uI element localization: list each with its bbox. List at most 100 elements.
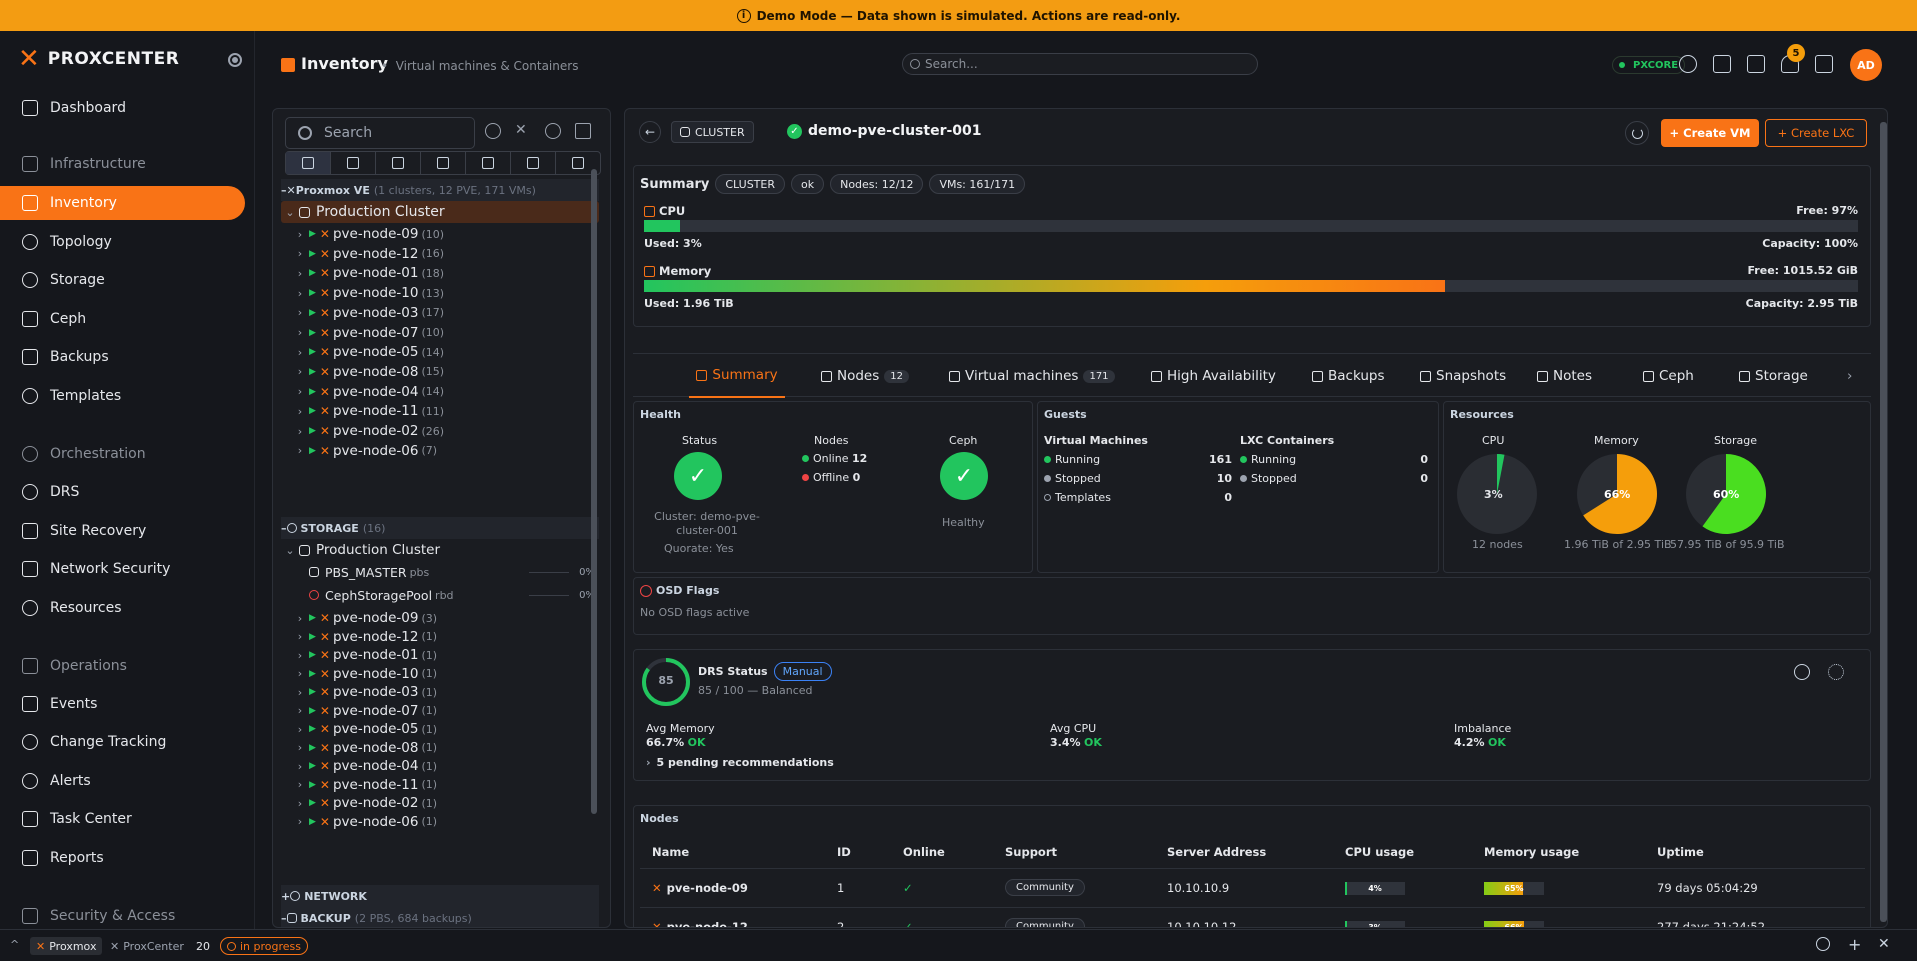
avatar[interactable]: AD [1850,49,1882,81]
in-progress-badge[interactable]: in progress [220,937,309,955]
sidebar-section-orchestration[interactable]: Orchestration [0,439,245,469]
tree-node-pve-node-08[interactable]: › ▶ ✕ pve-node-08 (15) [281,361,599,383]
sidebar-item-resources[interactable]: Resources [0,591,245,625]
sidebar-section-operations[interactable]: Operations [0,651,245,681]
drs-mode-badge[interactable]: Manual [773,662,832,681]
col-name[interactable]: Name [640,836,825,869]
sidebar-item-alerts[interactable]: Alerts [0,764,245,798]
collapse-all-icon[interactable]: ✕ [515,122,527,138]
refresh-icon[interactable] [1816,937,1830,951]
col-support[interactable]: Support [993,836,1155,869]
sidebar-item-reports[interactable]: Reports [0,841,245,875]
main-scrollbar[interactable] [1878,108,1888,928]
language-icon[interactable] [1679,55,1697,73]
create-lxc-button[interactable]: + Create LXC [1765,119,1867,147]
add-icon[interactable] [545,123,561,139]
scrollbar-thumb[interactable] [1880,122,1887,922]
pxcore-badge[interactable]: PXCORE [1612,56,1686,74]
col-server-address[interactable]: Server Address [1155,836,1333,869]
tree-storage-node-pve-node-09[interactable]: › ▶ ✕ pve-node-09 (3) [281,607,599,629]
tab-summary[interactable]: Summary [689,354,785,398]
tab-favorites-view[interactable] [511,152,556,174]
drs-settings-gear-icon[interactable] [1828,664,1844,680]
tree-item-ceph-pool[interactable]: CephStoragePool rbd 0% [281,584,599,606]
col-uptime[interactable]: Uptime [1645,836,1865,869]
tree-storage-node-pve-node-02[interactable]: › ▶ ✕ pve-node-02 (1) [281,792,599,814]
tree-node-pve-node-03[interactable]: › ▶ ✕ pve-node-03 (17) [281,302,599,324]
drs-refresh-icon[interactable] [1794,664,1810,680]
sidebar-item-events[interactable]: Events [0,687,245,721]
sidebar-item-topology[interactable]: Topology [0,225,245,259]
sidebar-item-change-tracking[interactable]: Change Tracking [0,725,245,759]
tree-node-pve-node-10[interactable]: › ▶ ✕ pve-node-10 (13) [281,282,599,304]
col-online[interactable]: Online [891,836,993,869]
tree-storage-node-pve-node-05[interactable]: › ▶ ✕ pve-node-05 (1) [281,718,599,740]
tree-storage-node-pve-node-10[interactable]: › ▶ ✕ pve-node-10 (1) [281,663,599,685]
tree-section-storage[interactable]: – STORAGE (16) [281,517,599,539]
tree-node-pve-node-12[interactable]: › ▶ ✕ pve-node-12 (16) [281,243,599,265]
sidebar-item-network-security[interactable]: Network Security [0,552,245,586]
sidebar-item-drs[interactable]: DRS [0,475,245,509]
tree-storage-node-pve-node-07[interactable]: › ▶ ✕ pve-node-07 (1) [281,700,599,722]
tree-node-pve-node-06[interactable]: › ▶ ✕ pve-node-06 (7) [281,440,599,462]
table-row[interactable]: ✕ pve-node-12 2 ✓ Community 10.10.10.12 3% 66% 2… [640,907,1865,927]
tree-storage-node-pve-node-04[interactable]: › ▶ ✕ pve-node-04 (1) [281,755,599,777]
tab-templates-view[interactable] [556,152,600,174]
tree-item-pbs-master[interactable]: PBS_MASTER pbs 0% [281,561,599,583]
col-id[interactable]: ID [825,836,891,869]
sidebar-section-security-access[interactable]: Security & Access [0,901,245,931]
tree-node-pve-node-07[interactable]: › ▶ ✕ pve-node-07 (10) [281,322,599,344]
drs-pending-toggle[interactable]: › 5 pending recommendations [646,756,834,769]
sidebar-item-templates[interactable]: Templates [0,379,245,413]
tree-node-pve-node-11[interactable]: › ▶ ✕ pve-node-11 (11) [281,400,599,422]
back-button[interactable]: ← [639,121,661,143]
sidebar-item-inventory[interactable]: Inventory [0,186,245,220]
tab-notes[interactable]: Notes [1537,354,1592,398]
tab-tag-view[interactable] [466,152,511,174]
tab-folder-view[interactable] [421,152,466,174]
tree-storage-node-pve-node-08[interactable]: › ▶ ✕ pve-node-08 (1) [281,737,599,759]
create-vm-button[interactable]: + Create VM [1661,119,1759,147]
refresh-button[interactable] [1625,121,1649,145]
tab-snapshots[interactable]: Snapshots [1420,354,1506,398]
table-row[interactable]: ✕ pve-node-09 1 ✓ Community 10.10.10.9 4% 65% 79… [640,868,1865,908]
proxcenter-tab[interactable]: ✕ ProxCenter [110,939,184,953]
tree-search-input[interactable]: Search [285,117,475,149]
tab-vm-view[interactable] [331,152,376,174]
col-cpu-usage[interactable]: CPU usage [1333,836,1472,869]
tree-node-pve-node-09[interactable]: › ▶ ✕ pve-node-09 (10) [281,223,599,245]
tree-node-pve-node-02[interactable]: › ▶ ✕ pve-node-02 (26) [281,420,599,442]
sidebar-section-infrastructure[interactable]: Infrastructure [0,149,245,179]
sidebar-item-ceph[interactable]: Ceph [0,302,245,336]
chevron-up-icon[interactable]: ^ [10,938,20,951]
sidebar-item-site-recovery[interactable]: Site Recovery [0,514,245,548]
tasks-icon[interactable] [1747,55,1765,73]
tree-item-storage-cluster[interactable]: ⌄ Production Cluster [281,539,599,561]
tree-storage-node-pve-node-11[interactable]: › ▶ ✕ pve-node-11 (1) [281,774,599,796]
tree-storage-node-pve-node-12[interactable]: › ▶ ✕ pve-node-12 (1) [281,626,599,648]
tree-section-backup[interactable]: – BACKUP (2 PBS, 684 backups) [281,907,599,927]
refresh-icon[interactable] [485,123,501,139]
close-icon[interactable]: ✕ [1878,936,1890,952]
add-icon[interactable]: + [1848,935,1862,954]
tree-storage-node-pve-node-03[interactable]: › ▶ ✕ pve-node-03 (1) [281,681,599,703]
tab-storage[interactable]: Storage [1739,354,1808,398]
tab-tree-view[interactable] [286,152,331,174]
tree-node-pve-node-05[interactable]: › ▶ ✕ pve-node-05 (14) [281,341,599,363]
panel-toggle-icon[interactable] [575,123,591,139]
col-memory-usage[interactable]: Memory usage [1472,836,1645,869]
tree-node-pve-node-01[interactable]: › ▶ ✕ pve-node-01 (18) [281,262,599,284]
tree-node-pve-node-04[interactable]: › ▶ ✕ pve-node-04 (14) [281,381,599,403]
tab-nodes[interactable]: Nodes 12 [821,354,910,398]
tab-backups[interactable]: Backups [1312,354,1385,398]
tab-high-availability[interactable]: High Availability [1151,354,1276,398]
tree-storage-node-pve-node-06[interactable]: › ▶ ✕ pve-node-06 (1) [281,811,599,833]
tabs-scroll-right-icon[interactable]: › [1847,368,1853,384]
scrollbar-thumb[interactable] [591,169,597,814]
tab-host-view[interactable] [376,152,421,174]
tree-section-network[interactable]: + NETWORK [281,885,599,907]
monitor-icon[interactable] [1713,55,1731,73]
sidebar-collapse-icon[interactable] [228,53,242,67]
tree-item-production-cluster[interactable]: ⌄ Production Cluster [281,201,599,223]
sidebar-item-backups[interactable]: Backups [0,340,245,374]
